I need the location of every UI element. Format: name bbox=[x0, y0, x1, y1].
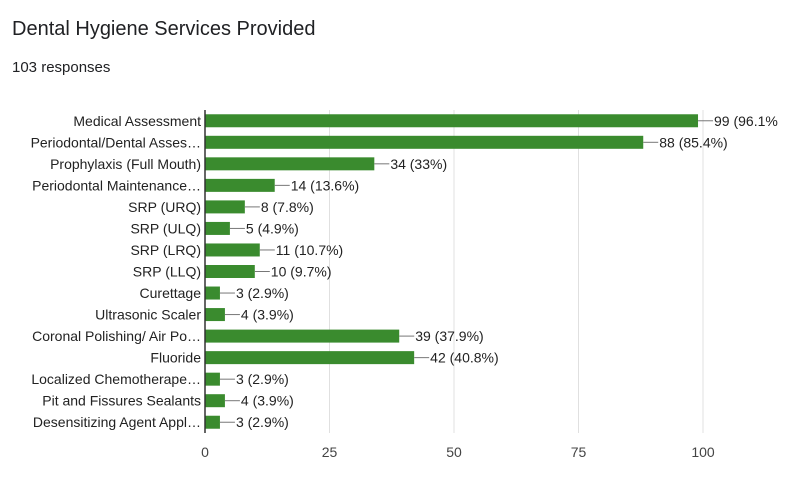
category-label: Ultrasonic Scaler bbox=[95, 307, 201, 323]
bar bbox=[205, 200, 245, 214]
bar bbox=[205, 157, 375, 171]
data-label: 4 (3.9%) bbox=[241, 307, 294, 323]
category-label: Fluoride bbox=[150, 350, 201, 366]
bar bbox=[205, 178, 275, 192]
bar bbox=[205, 415, 220, 429]
bar bbox=[205, 114, 699, 128]
gridlines bbox=[329, 110, 704, 433]
response-count: 103 responses bbox=[12, 59, 111, 76]
category-labels: Medical Assessment 99 (96.1% Periodontal/D… bbox=[31, 113, 778, 430]
category-label: Medical Assessment bbox=[73, 113, 201, 129]
data-label: 8 (7.8%) bbox=[261, 199, 314, 215]
bar bbox=[205, 372, 220, 386]
bar bbox=[205, 265, 255, 278]
x-tick-label: 0 bbox=[201, 444, 209, 460]
bar bbox=[205, 329, 400, 343]
data-label: 39 (37.9%) bbox=[415, 328, 483, 344]
category-label: SRP (URQ) bbox=[128, 199, 201, 215]
category-label: Localized Chemotherape… bbox=[31, 371, 201, 387]
data-label: 34 (33%) bbox=[390, 156, 447, 172]
bar bbox=[205, 243, 260, 257]
data-label: 10 (9.7%) bbox=[271, 264, 332, 280]
category-label: Desensitizing Agent Appl… bbox=[33, 414, 201, 430]
category-label: Coronal Polishing/ Air Po… bbox=[32, 328, 201, 344]
bar bbox=[205, 394, 225, 408]
data-label: 3 (2.9%) bbox=[236, 414, 289, 430]
category-label: SRP (LRQ) bbox=[130, 242, 201, 258]
bar bbox=[205, 135, 644, 149]
category-label: SRP (ULQ) bbox=[130, 220, 201, 236]
category-label: Curettage bbox=[140, 285, 202, 301]
data-label: 14 (13.6%) bbox=[291, 177, 359, 193]
x-tick-label: 100 bbox=[691, 444, 715, 460]
data-label: 4 (3.9%) bbox=[241, 393, 294, 409]
data-label: 42 (40.8%) bbox=[430, 350, 498, 366]
x-tick-label: 25 bbox=[322, 444, 338, 460]
data-label: 3 (2.9%) bbox=[236, 285, 289, 301]
x-tick-label: 75 bbox=[571, 444, 587, 460]
bar bbox=[205, 308, 225, 322]
x-axis-ticks: 0 25 50 75 100 bbox=[201, 444, 715, 460]
x-tick-label: 50 bbox=[446, 444, 462, 460]
data-label: 5 (4.9%) bbox=[246, 220, 299, 236]
bar bbox=[205, 221, 230, 235]
bar bbox=[205, 351, 415, 365]
category-label: Prophylaxis (Full Mouth) bbox=[50, 156, 201, 172]
bar bbox=[205, 286, 220, 300]
category-label: Pit and Fissures Sealants bbox=[42, 393, 201, 409]
category-label: Periodontal/Dental Asses… bbox=[31, 134, 201, 150]
category-label: SRP (LLQ) bbox=[133, 264, 201, 280]
data-label: 11 (10.7%) bbox=[276, 242, 343, 258]
data-label: 99 (96.1% bbox=[714, 113, 778, 129]
bars bbox=[205, 114, 714, 429]
category-label: Periodontal Maintenance… bbox=[32, 177, 201, 193]
chart-title: Dental Hygiene Services Provided bbox=[12, 18, 316, 40]
data-label: 3 (2.9%) bbox=[236, 371, 289, 387]
data-label: 88 (85.4%) bbox=[659, 134, 727, 150]
